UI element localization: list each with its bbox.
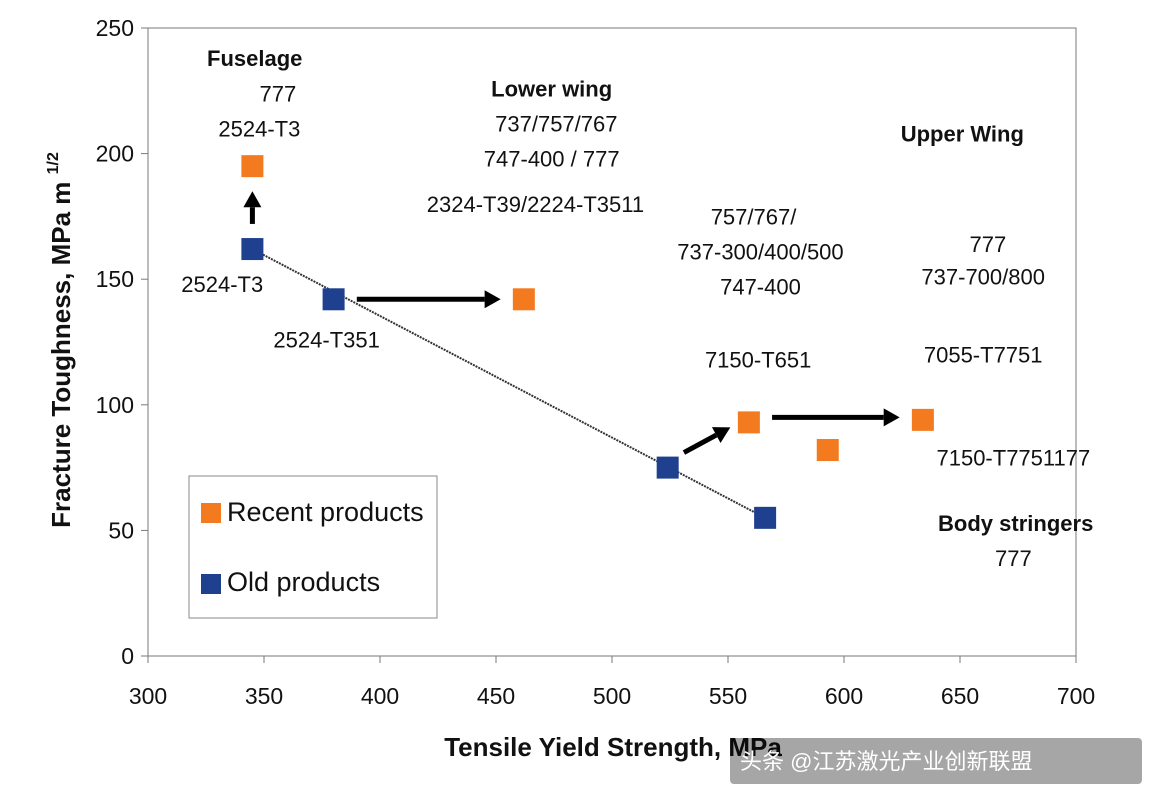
legend-label-old-products: Old products xyxy=(227,567,380,597)
y-tick-label: 150 xyxy=(96,266,134,292)
data-point-old-products xyxy=(241,238,264,261)
data-point-recent-products xyxy=(241,155,264,178)
y-tick-label: 200 xyxy=(96,141,134,167)
watermark-background xyxy=(730,738,1142,784)
data-points xyxy=(241,155,934,529)
annotation-label: 747-400 xyxy=(720,275,801,300)
y-tick-label: 0 xyxy=(121,643,134,669)
annotation-label: 737-700/800 xyxy=(921,265,1045,290)
arrow-head xyxy=(711,427,731,443)
watermark: 头条 @江苏激光产业创新联盟 xyxy=(730,738,1142,784)
svg-text:Fracture Toughness, MPa m: Fracture Toughness, MPa m 1/2 xyxy=(45,152,76,528)
legend-swatch-recent-products xyxy=(201,503,221,523)
data-point-recent-products xyxy=(512,288,535,311)
annotation-label: 747-400 / 777 xyxy=(484,147,620,172)
y-tick-label: 100 xyxy=(96,392,134,418)
annotation-label: 7150-T7751177 xyxy=(936,446,1090,471)
x-tick-label: 400 xyxy=(361,683,399,709)
data-point-old-products xyxy=(754,506,777,529)
data-point-recent-products xyxy=(737,411,760,434)
legend-swatch-old-products xyxy=(201,574,221,594)
arrows xyxy=(243,191,900,455)
annotation-label: 757/767/ xyxy=(711,204,798,229)
annotation-label: Body stringers xyxy=(938,511,1093,536)
x-tick-label: 700 xyxy=(1057,683,1095,709)
x-axis-ticks: 300 350 400 450 500 550 600 650 700 xyxy=(129,656,1095,709)
arrow-head xyxy=(243,191,262,208)
annotation-label: Upper Wing xyxy=(901,122,1024,147)
x-tick-label: 450 xyxy=(477,683,515,709)
annotation-label: 2524-T351 xyxy=(273,327,379,352)
arrow-head xyxy=(883,408,900,427)
annotation-label: 7150-T651 xyxy=(705,348,811,373)
annotation-label: 777 xyxy=(995,546,1032,571)
data-point-old-products xyxy=(656,456,679,479)
x-tick-label: 650 xyxy=(941,683,979,709)
data-point-old-products xyxy=(322,288,345,311)
x-tick-label: 600 xyxy=(825,683,863,709)
arrow-head xyxy=(484,290,501,309)
watermark-text: 头条 @江苏激光产业创新联盟 xyxy=(740,749,1032,774)
y-tick-label: 50 xyxy=(108,517,134,543)
annotation-label: Lower wing xyxy=(491,76,612,101)
annotations: Fuselage 777 2524-T3 2524-T3 2524-T351 Lower … xyxy=(181,46,1093,571)
x-tick-label: 350 xyxy=(245,683,283,709)
annotation-label: 2524-T3 xyxy=(181,272,263,297)
y-axis-title: Fracture Toughness, MPa m 1/2 xyxy=(45,152,76,528)
arrow-shaft xyxy=(682,432,718,455)
y-axis-title-text: Fracture Toughness, MPa m xyxy=(46,182,76,528)
annotation-label: 2524-T3 xyxy=(218,116,300,141)
y-axis-ticks: 0 50 100 150 200 250 xyxy=(96,15,148,669)
x-tick-label: 300 xyxy=(129,683,167,709)
y-axis-title-superscript: 1/2 xyxy=(45,152,62,174)
x-axis-title: Tensile Yield Strength, MPa xyxy=(444,732,782,762)
annotation-label: 737/757/767 xyxy=(495,111,617,136)
legend-box xyxy=(188,475,438,619)
annotation-label: Fuselage xyxy=(207,46,302,71)
legend: Recent products Old products xyxy=(188,475,438,619)
annotation-label: 737-300/400/500 xyxy=(677,240,843,265)
legend-label-recent-products: Recent products xyxy=(227,497,424,527)
annotation-label: 777 xyxy=(260,81,297,106)
x-tick-label: 550 xyxy=(709,683,747,709)
annotation-label: 2324-T39/2224-T3511 xyxy=(427,192,644,217)
data-point-recent-products xyxy=(816,439,839,462)
y-tick-label: 250 xyxy=(96,15,134,41)
annotation-label: 777 xyxy=(969,232,1006,257)
x-tick-label: 500 xyxy=(593,683,631,709)
annotation-label: 7055-T7751 xyxy=(924,343,1043,368)
data-point-recent-products xyxy=(911,408,934,431)
